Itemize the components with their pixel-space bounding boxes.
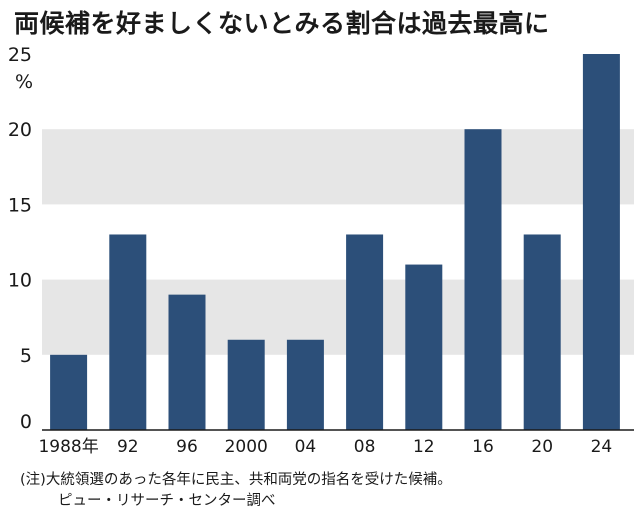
bar-1988年 — [50, 354, 88, 430]
x-tick-label-5: 08 — [354, 437, 376, 457]
bar-chart: 0 5 10 15 20 25% 1988年 92 96 2000 04 08 12 16 20 24 — [8, 44, 634, 457]
x-tick-label-3: 2000 — [225, 437, 268, 457]
x-tick-label-4: 04 — [295, 437, 317, 457]
bar-96 — [168, 294, 206, 430]
footnote-line-2: ピュー・リサーチ・センター調べ — [58, 493, 276, 509]
y-tick-label-1: 5 — [20, 345, 32, 367]
x-tick-label-0: 1988年 — [38, 437, 98, 457]
x-tick-label-7: 16 — [472, 437, 494, 457]
y-tick-label-4: 20 — [8, 119, 32, 141]
y-tick-label-0: 0 — [20, 411, 32, 433]
footnote: (注)大統領選のあった各年に民主、共和両党の指名を受けた候補。 ピュー・リサーチ… — [20, 470, 452, 512]
grid-band-1 — [42, 129, 634, 205]
footnote-line-1: (注)大統領選のあった各年に民主、共和両党の指名を受けた候補。 — [20, 472, 452, 488]
bar-20 — [523, 234, 561, 430]
y-tick-label-5: 25 — [8, 44, 32, 66]
y-tick-label-2: 10 — [8, 270, 32, 292]
bar-2000 — [227, 339, 265, 430]
y-tick-label-3: 15 — [8, 194, 32, 216]
bar-24 — [582, 54, 620, 430]
x-tick-label-8: 20 — [531, 437, 553, 457]
bar-08 — [346, 234, 384, 430]
chart-title: 両候補を好ましくないとみる割合は過去最高に — [14, 9, 550, 38]
bar-16 — [464, 129, 502, 430]
bar-92 — [109, 234, 147, 430]
x-tick-label-1: 92 — [117, 437, 139, 457]
x-tick-label-2: 96 — [176, 437, 198, 457]
bar-12 — [405, 264, 443, 430]
y-unit-label: % — [15, 71, 33, 93]
x-tick-label-6: 12 — [413, 437, 435, 457]
bar-04 — [286, 339, 324, 430]
x-tick-label-9: 24 — [591, 437, 613, 457]
